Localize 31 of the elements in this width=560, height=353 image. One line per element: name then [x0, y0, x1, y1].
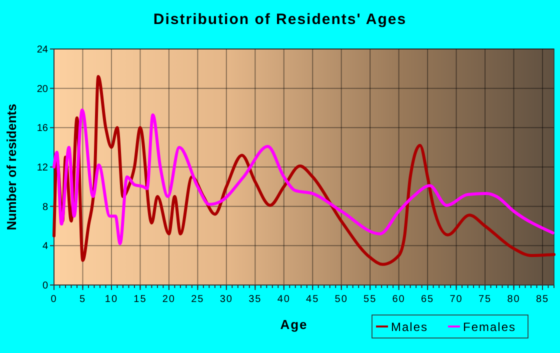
x-tick-label: 85 — [536, 294, 550, 305]
x-tick-label: 65 — [421, 294, 434, 305]
x-tick-label: 40 — [277, 294, 290, 305]
line-series — [52, 108, 554, 246]
x-tick-label: 35 — [248, 294, 262, 305]
x-tick-label: 0 — [50, 294, 58, 305]
y-tick-label: 0 — [42, 280, 48, 292]
y-axis-title: Number of residents — [4, 104, 19, 230]
x-tick-label: 80 — [507, 294, 520, 305]
x-tick-label: 20 — [162, 294, 176, 305]
y-tick-label: 8 — [42, 202, 48, 213]
y-tick-label: 12 — [36, 162, 48, 174]
x-tick-label: 15 — [134, 294, 147, 305]
x-tick-label: 55 — [364, 294, 377, 305]
x-tick-label: 5 — [79, 294, 86, 305]
y-tick-label: 20 — [36, 84, 48, 95]
y-tick-label: 16 — [36, 123, 48, 134]
x-tick-label: 25 — [191, 294, 204, 305]
x-tick-label: 75 — [478, 294, 492, 305]
x-tick-label: 70 — [450, 294, 463, 305]
y-tick-label: 4 — [42, 241, 48, 252]
x-tick-label: 50 — [334, 294, 348, 305]
y-tick-label: 24 — [36, 44, 48, 56]
legend-label: Females — [463, 320, 516, 334]
x-tick-label: 45 — [306, 294, 320, 305]
x-tick-label: 30 — [220, 294, 233, 305]
x-tick-label: 10 — [104, 294, 118, 305]
legend-label: Males — [391, 320, 428, 334]
x-tick-label: 60 — [392, 294, 406, 305]
x-axis-title: Age — [280, 317, 308, 332]
chart-title: Distribution of Residents' Ages — [153, 11, 407, 28]
